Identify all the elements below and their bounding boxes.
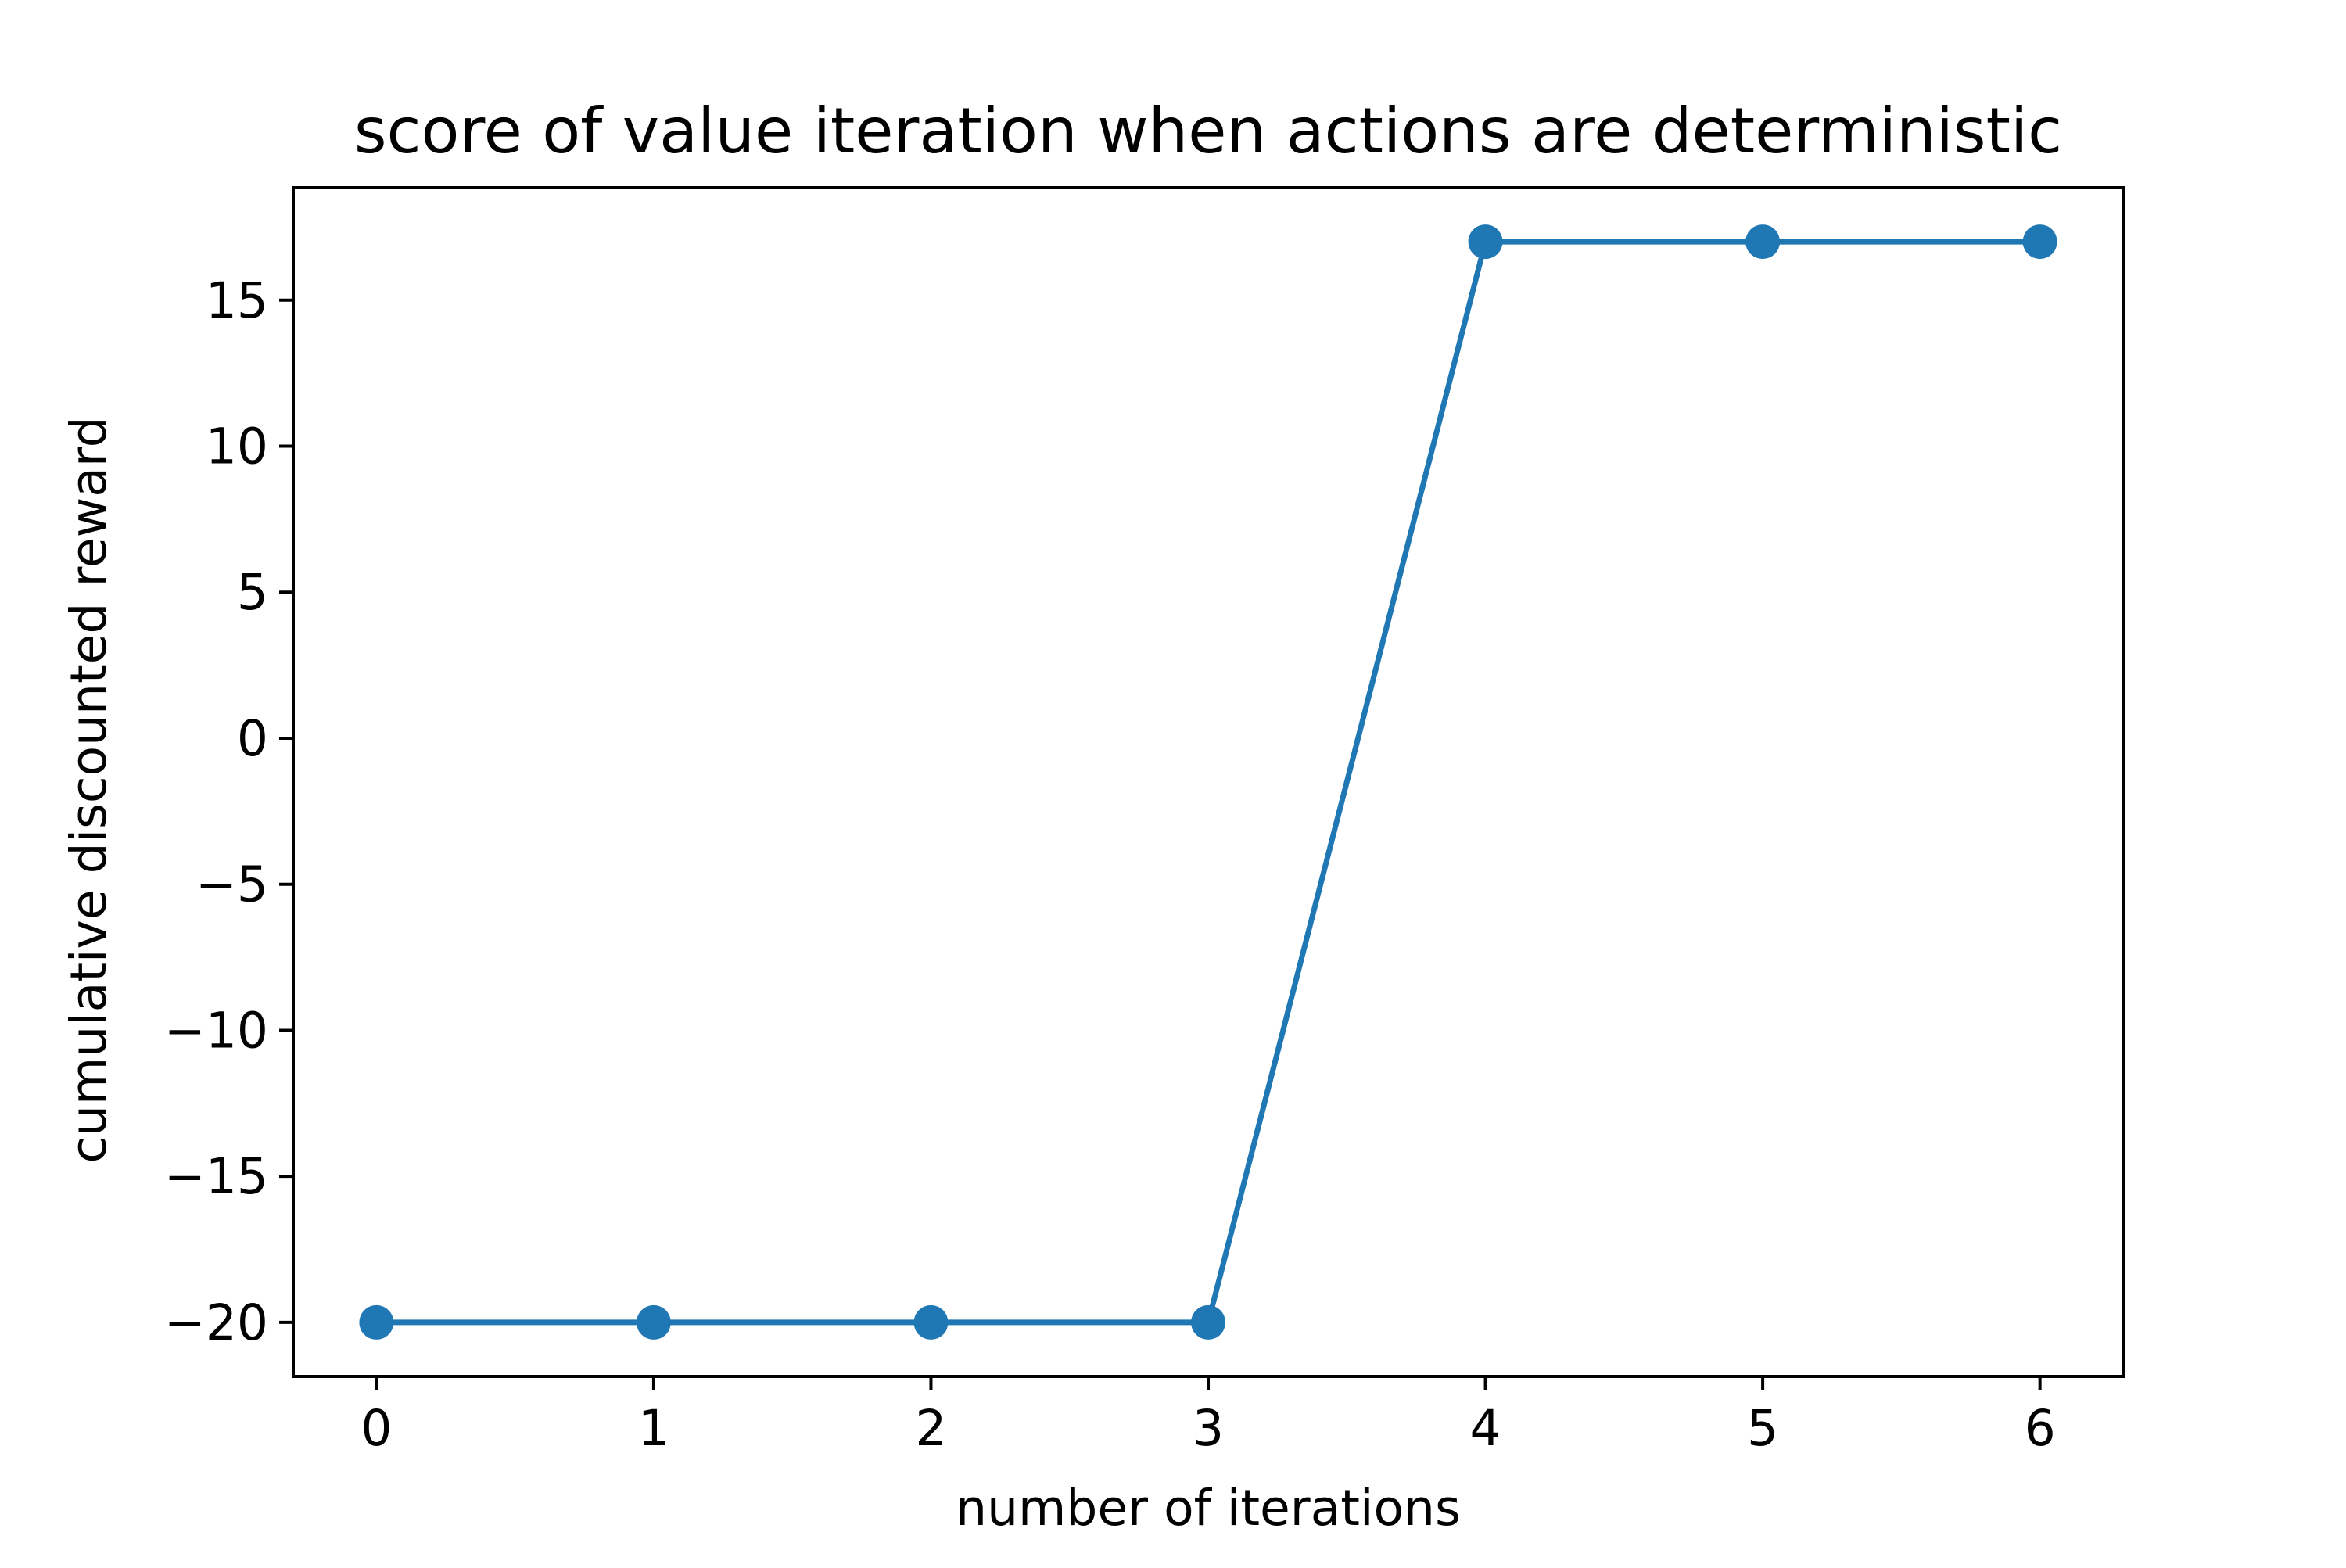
x-axis-label: number of iterations xyxy=(956,1480,1461,1537)
y-tick-label: 15 xyxy=(206,272,268,329)
y-tick-label: 10 xyxy=(206,418,268,475)
y-axis-label: cumulative discounted reward xyxy=(60,416,117,1163)
data-point-marker xyxy=(1468,224,1503,260)
y-tick-label: −20 xyxy=(164,1294,268,1351)
x-tick-label: 6 xyxy=(2025,1400,2056,1457)
x-tick-label: 5 xyxy=(1747,1400,1778,1457)
axis-ticks: 0 1 2 3 4 5 6 −20 −15 −10 −5 0 5 10 15 xyxy=(164,272,2056,1457)
plot-area-frame xyxy=(292,186,2125,1378)
y-tick-label: −15 xyxy=(164,1148,268,1205)
y-tick-label: −5 xyxy=(196,856,268,913)
y-tick-label: 0 xyxy=(237,710,268,767)
data-point-marker xyxy=(913,1304,949,1340)
x-tick-label: 3 xyxy=(1193,1400,1224,1457)
x-tick-label: 4 xyxy=(1469,1400,1501,1457)
x-tick-label: 0 xyxy=(361,1400,392,1457)
data-point-marker xyxy=(2022,224,2057,260)
data-point-marker xyxy=(1745,224,1781,260)
data-series xyxy=(359,224,2057,1340)
data-point-marker xyxy=(359,1304,394,1340)
y-tick-label: 5 xyxy=(237,564,268,621)
data-point-marker xyxy=(1191,1304,1225,1340)
chart-title: score of value iteration when actions ar… xyxy=(354,95,2062,167)
x-tick-label: 1 xyxy=(638,1400,669,1457)
x-tick-label: 2 xyxy=(915,1400,946,1457)
y-tick-label: −10 xyxy=(164,1002,268,1059)
data-point-marker xyxy=(636,1304,671,1340)
